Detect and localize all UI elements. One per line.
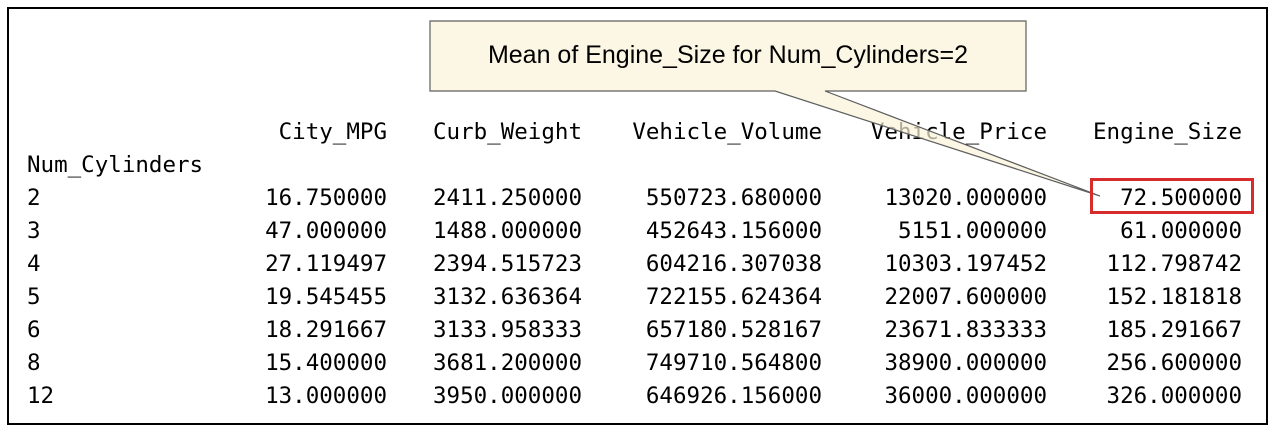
table-cell: 185.291667: [1106, 317, 1242, 343]
column-header-curb-weight: Curb_Weight: [432, 119, 582, 145]
table-cell: 13.000000: [265, 383, 387, 409]
table-cell: 5151.000000: [897, 218, 1047, 244]
table-cell: 604216.307038: [645, 251, 822, 277]
table-cell: 550723.680000: [645, 185, 822, 211]
row-index: 2: [27, 185, 41, 211]
table-cell: 61.000000: [1120, 218, 1242, 244]
table-cell: 16.750000: [265, 185, 387, 211]
table-cell: 1488.000000: [432, 218, 582, 244]
table-cell: 256.600000: [1106, 350, 1242, 376]
highlighted-table-cell: 72.500000: [1120, 185, 1242, 211]
table-cell: 47.000000: [265, 218, 387, 244]
column-header-engine-size: Engine_Size: [1092, 119, 1242, 145]
table-cell: 27.119497: [265, 251, 387, 277]
table-cell: 38900.000000: [884, 350, 1047, 376]
table-cell: 36000.000000: [884, 383, 1047, 409]
table-cell: 13020.000000: [884, 185, 1047, 211]
table-cell: 18.291667: [265, 317, 387, 343]
table-cell: 657180.528167: [645, 317, 822, 343]
table-cell: 749710.564800: [645, 350, 822, 376]
table-cell: 152.181818: [1106, 284, 1242, 310]
table-cell: 3133.958333: [432, 317, 582, 343]
table-cell: 326.000000: [1106, 383, 1242, 409]
table-cell: 3132.636364: [432, 284, 582, 310]
table-cell: 2411.250000: [432, 185, 582, 211]
table-cell: 646926.156000: [645, 383, 822, 409]
highlight-box: [1090, 178, 1254, 214]
table-cell: 722155.624364: [645, 284, 822, 310]
table-cell: 3950.000000: [432, 383, 582, 409]
table-cell: 22007.600000: [884, 284, 1047, 310]
row-index: 12: [27, 383, 55, 409]
callout-text: Mean of Engine_Size for Num_Cylinders=2: [487, 41, 969, 69]
table-cell: 2394.515723: [432, 251, 582, 277]
table-cell: 452643.156000: [645, 218, 822, 244]
column-header-vehicle-price: Vehicle_Price: [870, 119, 1047, 145]
row-index: 3: [27, 218, 41, 244]
table-cell: 10303.197452: [884, 251, 1047, 277]
row-index: 5: [27, 284, 41, 310]
index-name-label: Num_Cylinders: [27, 152, 204, 178]
table-cell: 112.798742: [1106, 251, 1242, 277]
table-cell: 15.400000: [265, 350, 387, 376]
table-cell: 23671.833333: [884, 317, 1047, 343]
row-index: 6: [27, 317, 41, 343]
column-header-vehicle-volume: Vehicle_Volume: [632, 119, 822, 145]
column-header-city-mpg: City_MPG: [278, 119, 387, 145]
table-cell: 19.545455: [265, 284, 387, 310]
table-cell: 3681.200000: [432, 350, 582, 376]
row-index: 8: [27, 350, 41, 376]
row-index: 4: [27, 251, 41, 277]
